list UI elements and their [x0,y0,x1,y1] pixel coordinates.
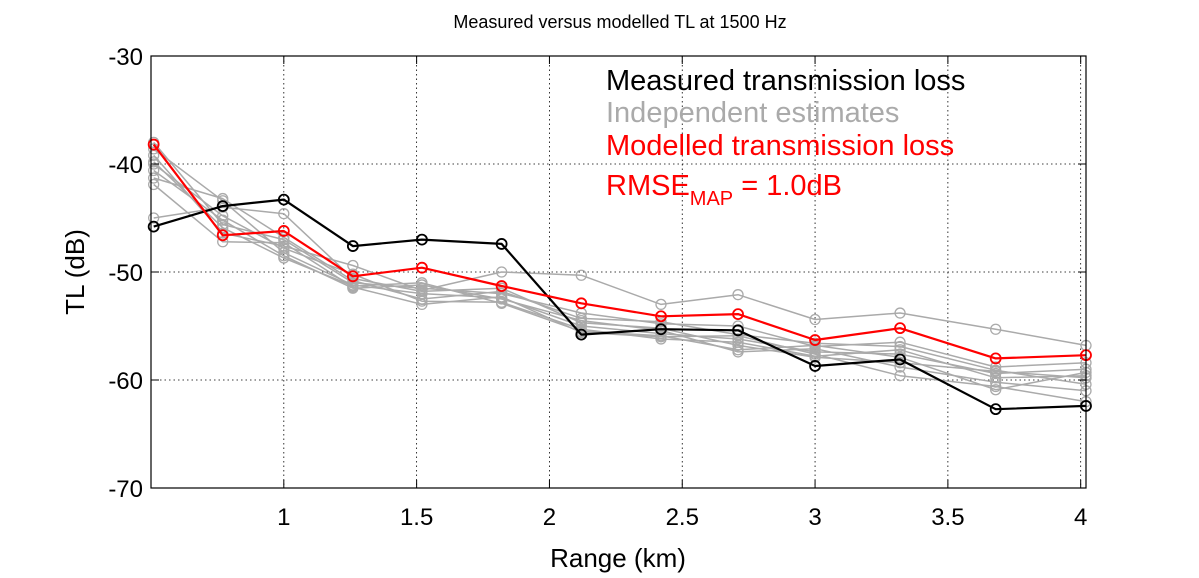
data-point [732,289,744,301]
series-measured-0 [147,193,1092,416]
rmse-value: = 1.0dB [733,170,842,202]
data-point [732,308,744,321]
chart-title: Measured versus modelled TL at 1500 Hz [453,12,786,32]
data-point [278,208,290,220]
data-point [148,156,160,168]
legend-modelled: Modelled transmission loss [606,130,954,162]
legend: Measured transmission loss Independent e… [606,65,965,210]
data-point [655,310,667,323]
y-tick-label: -50 [108,260,143,287]
legend-measured: Measured transmission loss [606,65,965,97]
data-point [278,252,290,264]
data-point [990,380,1002,393]
series-modelled-1 [147,138,1092,365]
data-point [217,214,229,226]
data-point [655,330,667,342]
data-point [147,138,160,151]
data-point [416,298,428,311]
data-point [416,261,428,274]
data-point [655,298,667,311]
legend-rmse: RMSEMAP = 1.0dB [606,170,842,210]
data-point [809,313,821,326]
y-tick-label: -40 [108,152,143,179]
series-line [153,169,1087,392]
data-point [216,229,229,242]
y-tick-label: -60 [108,368,143,395]
data-point [575,328,588,341]
data-point [495,238,508,250]
data-point [147,220,160,233]
data-point [655,323,667,336]
data-point [217,236,229,248]
data-point [148,172,160,184]
series-line [152,143,1087,360]
data-point [732,344,744,356]
data-point [990,384,1002,396]
rmse-subscript: MAP [690,188,733,210]
data-point [416,285,428,298]
x-axis-label: Range (km) [550,543,686,573]
data-point [894,370,906,382]
x-tick-label: 4 [1074,504,1087,531]
legend-estimates: Independent estimates [606,97,899,129]
data-point [277,193,290,206]
data-point [894,307,906,319]
x-tick-label: 3.5 [931,504,964,531]
rmse-main: RMSE [606,170,690,202]
y-axis-label: TL (dB) [60,229,90,315]
data-point [989,403,1002,416]
data-point [495,297,508,309]
data-point [894,353,906,366]
data-point [575,269,587,281]
data-point [148,178,160,191]
data-point [346,240,359,252]
ticks: 1 1.5 2 2.5 3 3.5 4 -30 -40 -50 -60 -70 [108,44,1087,531]
x-tick-label: 2.5 [666,504,699,531]
data-point [216,200,229,213]
data-point [575,317,587,329]
data-point [809,351,821,363]
data-point [990,365,1002,378]
data-point [277,225,290,237]
x-tick-label: 1.5 [400,504,433,531]
data-point [809,360,821,372]
data-point [416,233,428,246]
data-point [575,325,587,338]
data-point [809,348,821,360]
data-point [148,212,160,224]
series-line [153,154,1087,347]
data-point [894,322,906,335]
data-point [495,280,508,292]
data-point [148,164,160,177]
data-point [894,340,906,353]
data-point [809,334,821,346]
series-line [153,198,1087,411]
data-point [990,323,1002,335]
series-line [153,161,1087,391]
grid [151,56,1086,488]
data-point [346,270,359,283]
data-point [732,324,744,337]
data-point [217,192,229,205]
x-tick-label: 2 [543,504,556,531]
x-tick-label: 1 [277,504,290,531]
series-line [153,183,1087,403]
data-point [416,277,428,289]
series-layer [147,136,1092,416]
data-point [495,266,508,278]
data-point [575,297,588,310]
data-point [148,143,160,155]
data-point [278,237,290,249]
x-tick-label: 3 [808,504,821,531]
data-point [989,352,1002,365]
y-tick-label: -30 [108,44,143,71]
y-tick-label: -70 [108,476,143,503]
